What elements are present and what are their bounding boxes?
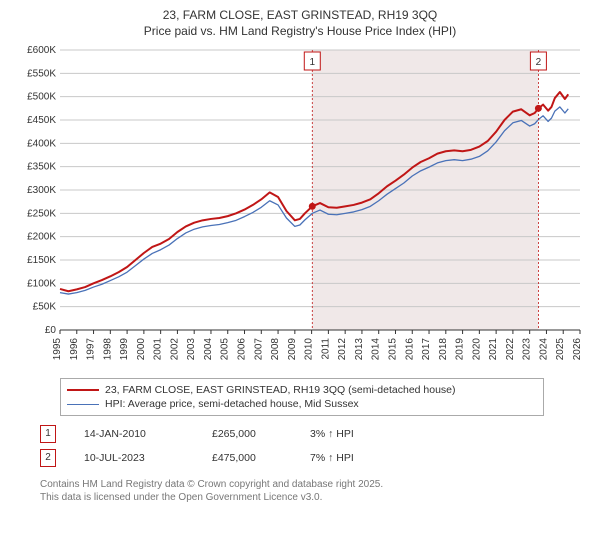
svg-text:2000: 2000 bbox=[136, 338, 147, 361]
chart-container: 23, FARM CLOSE, EAST GRINSTEAD, RH19 3QQ… bbox=[8, 8, 592, 504]
svg-text:2012: 2012 bbox=[337, 338, 348, 361]
svg-text:2010: 2010 bbox=[304, 338, 315, 361]
svg-text:£50K: £50K bbox=[33, 302, 57, 313]
svg-text:£0: £0 bbox=[45, 325, 57, 336]
legend-swatch-series2 bbox=[67, 404, 99, 405]
legend-box: 23, FARM CLOSE, EAST GRINSTEAD, RH19 3QQ… bbox=[60, 378, 544, 416]
svg-text:2019: 2019 bbox=[455, 338, 466, 361]
svg-text:2006: 2006 bbox=[237, 338, 248, 361]
svg-text:2022: 2022 bbox=[505, 338, 516, 361]
footer-line1: Contains HM Land Registry data © Crown c… bbox=[40, 478, 592, 491]
svg-text:£450K: £450K bbox=[27, 115, 56, 126]
svg-text:2003: 2003 bbox=[186, 338, 197, 361]
svg-text:2011: 2011 bbox=[320, 338, 331, 360]
svg-text:1995: 1995 bbox=[52, 338, 63, 361]
svg-text:1: 1 bbox=[310, 57, 316, 68]
legend-label-series2: HPI: Average price, semi-detached house,… bbox=[105, 398, 359, 410]
svg-text:1996: 1996 bbox=[69, 338, 80, 361]
svg-text:2018: 2018 bbox=[438, 338, 449, 361]
svg-text:£350K: £350K bbox=[27, 162, 56, 173]
svg-text:2023: 2023 bbox=[522, 338, 533, 361]
annotation-marker-1: 1 bbox=[40, 425, 56, 443]
legend-swatch-series1 bbox=[67, 389, 99, 391]
legend-label-series1: 23, FARM CLOSE, EAST GRINSTEAD, RH19 3QQ… bbox=[105, 384, 456, 396]
svg-text:2001: 2001 bbox=[153, 338, 164, 361]
annotation-pct: 3% ↑ HPI bbox=[310, 428, 410, 440]
line-chart: £0 £50K £100K £150K £200K £250K £300K £350K £400… bbox=[8, 44, 592, 374]
svg-text:1999: 1999 bbox=[119, 338, 130, 361]
svg-text:2005: 2005 bbox=[220, 338, 231, 361]
svg-text:2017: 2017 bbox=[421, 338, 432, 361]
annotation-row: 2 10-JUL-2023 £475,000 7% ↑ HPI bbox=[40, 446, 592, 470]
svg-text:2: 2 bbox=[536, 57, 542, 68]
svg-text:2020: 2020 bbox=[471, 338, 482, 361]
legend-row: HPI: Average price, semi-detached house,… bbox=[67, 397, 537, 411]
svg-text:£600K: £600K bbox=[27, 45, 56, 56]
svg-text:2013: 2013 bbox=[354, 338, 365, 361]
svg-text:2024: 2024 bbox=[538, 338, 549, 361]
annotation-pct: 7% ↑ HPI bbox=[310, 452, 410, 464]
annotation-marker-2: 2 bbox=[40, 449, 56, 467]
svg-text:2016: 2016 bbox=[404, 338, 415, 361]
svg-text:£500K: £500K bbox=[27, 92, 56, 103]
chart-title-line2: Price paid vs. HM Land Registry's House … bbox=[8, 24, 592, 38]
svg-text:2025: 2025 bbox=[555, 338, 566, 361]
annotation-table: 1 14-JAN-2010 £265,000 3% ↑ HPI 2 10-JUL… bbox=[40, 422, 592, 470]
svg-text:2026: 2026 bbox=[572, 338, 583, 361]
svg-text:2015: 2015 bbox=[387, 338, 398, 361]
svg-text:2004: 2004 bbox=[203, 338, 214, 361]
svg-text:2002: 2002 bbox=[169, 338, 180, 361]
svg-text:£400K: £400K bbox=[27, 138, 56, 149]
svg-text:2021: 2021 bbox=[488, 338, 499, 361]
svg-text:2009: 2009 bbox=[287, 338, 298, 361]
svg-text:£200K: £200K bbox=[27, 232, 56, 243]
annotation-date: 14-JAN-2010 bbox=[84, 428, 184, 440]
footer-attribution: Contains HM Land Registry data © Crown c… bbox=[40, 478, 592, 504]
chart-title-line1: 23, FARM CLOSE, EAST GRINSTEAD, RH19 3QQ bbox=[8, 8, 592, 22]
svg-text:£100K: £100K bbox=[27, 278, 56, 289]
svg-text:2014: 2014 bbox=[371, 338, 382, 361]
svg-text:£150K: £150K bbox=[27, 255, 56, 266]
annotation-price: £265,000 bbox=[212, 428, 282, 440]
svg-text:1997: 1997 bbox=[86, 338, 97, 361]
annotation-price: £475,000 bbox=[212, 452, 282, 464]
legend-row: 23, FARM CLOSE, EAST GRINSTEAD, RH19 3QQ… bbox=[67, 383, 537, 397]
annotation-row: 1 14-JAN-2010 £265,000 3% ↑ HPI bbox=[40, 422, 592, 446]
footer-line2: This data is licensed under the Open Gov… bbox=[40, 491, 592, 504]
svg-text:£550K: £550K bbox=[27, 68, 56, 79]
svg-text:£300K: £300K bbox=[27, 185, 56, 196]
svg-text:2008: 2008 bbox=[270, 338, 281, 361]
svg-text:£250K: £250K bbox=[27, 208, 56, 219]
svg-text:2007: 2007 bbox=[253, 338, 264, 361]
svg-text:1998: 1998 bbox=[102, 338, 113, 361]
annotation-date: 10-JUL-2023 bbox=[84, 452, 184, 464]
